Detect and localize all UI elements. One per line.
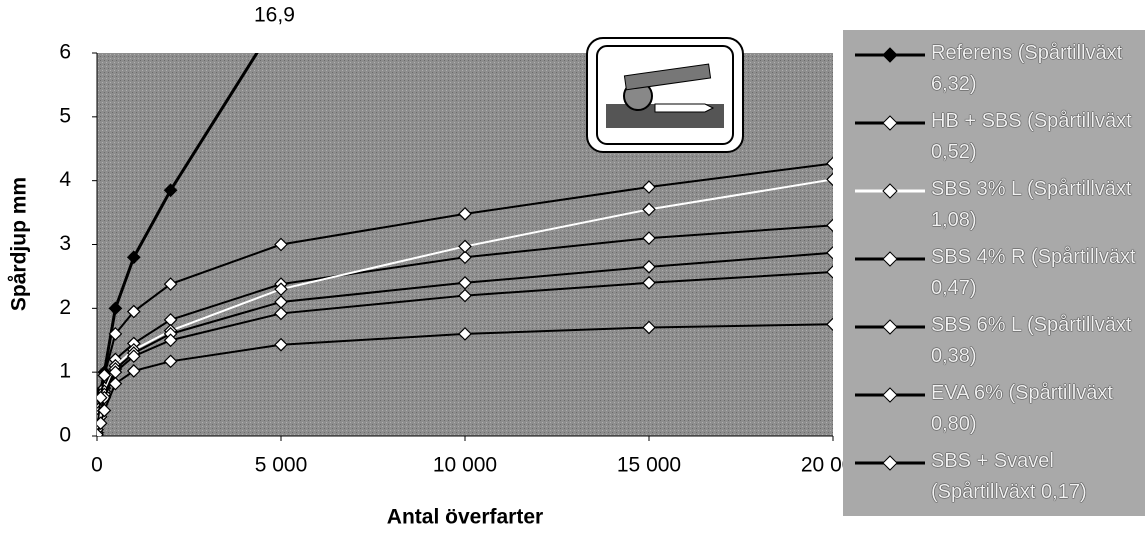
- legend-marker: [851, 176, 929, 206]
- x-tick-label: 0: [91, 454, 103, 477]
- x-tick-label: 15 000: [617, 454, 681, 477]
- legend-symbol: [883, 252, 897, 266]
- legend-label: Referens (Spårtillväxt 6,32): [931, 38, 1145, 100]
- x-tick-label: 5 000: [255, 454, 308, 477]
- y-tick-label: 4: [59, 168, 71, 191]
- y-tick-label: 2: [59, 296, 71, 319]
- legend-label: SBS + Svavel (Spårtillväxt 0,17): [931, 446, 1145, 508]
- legend-label: SBS 3% L (Spårtillväxt 1,08): [931, 174, 1145, 236]
- annotation: 16,9: [254, 4, 295, 27]
- legend-item: SBS 6% L (Spårtillväxt 0,38): [843, 308, 1145, 376]
- legend-symbol: [883, 456, 897, 470]
- page: {"chart_data": {"type": "line", "annotat…: [0, 0, 1147, 539]
- legend-label: SBS 4% R (Spårtillväxt 0,47): [931, 242, 1145, 304]
- legend-label: EVA 6% (Spårtillväxt 0,80): [931, 378, 1145, 440]
- legend-item: SBS 3% L (Spårtillväxt 1,08): [843, 172, 1145, 240]
- legend-item: Referens (Spårtillväxt 6,32): [843, 36, 1145, 104]
- legend-item: SBS + Svavel (Spårtillväxt 0,17): [843, 444, 1145, 512]
- legend-symbol: [883, 184, 897, 198]
- legend-label: SBS 6% L (Spårtillväxt 0,38): [931, 310, 1145, 372]
- legend: Referens (Spårtillväxt 6,32)HB + SBS (Sp…: [843, 30, 1145, 516]
- legend-item: HB + SBS (Spårtillväxt 0,52): [843, 104, 1145, 172]
- legend-item: SBS 4% R (Spårtillväxt 0,47): [843, 240, 1145, 308]
- legend-symbol: [883, 116, 897, 130]
- legend-marker: [851, 380, 929, 410]
- y-tick-label: 0: [59, 424, 71, 447]
- legend-symbol: [883, 320, 897, 334]
- legend-marker: [851, 244, 929, 274]
- legend-marker: [851, 108, 929, 138]
- y-axis-label: Spårdjup mm: [8, 177, 31, 311]
- legend-symbol: [883, 48, 897, 62]
- legend-marker: [851, 312, 929, 342]
- legend-symbol: [883, 388, 897, 402]
- y-tick-label: 3: [59, 232, 71, 255]
- y-tick-label: 6: [59, 41, 71, 64]
- legend-marker: [851, 40, 929, 70]
- legend-item: EVA 6% (Spårtillväxt 0,80): [843, 376, 1145, 444]
- x-axis-label: Antal överfarter: [387, 506, 543, 529]
- y-tick-label: 1: [59, 360, 71, 383]
- legend-label: HB + SBS (Spårtillväxt 0,52): [931, 106, 1145, 168]
- legend-marker: [851, 448, 929, 478]
- icon: [587, 38, 743, 152]
- x-tick-label: 10 000: [433, 454, 497, 477]
- y-tick-label: 5: [59, 104, 71, 127]
